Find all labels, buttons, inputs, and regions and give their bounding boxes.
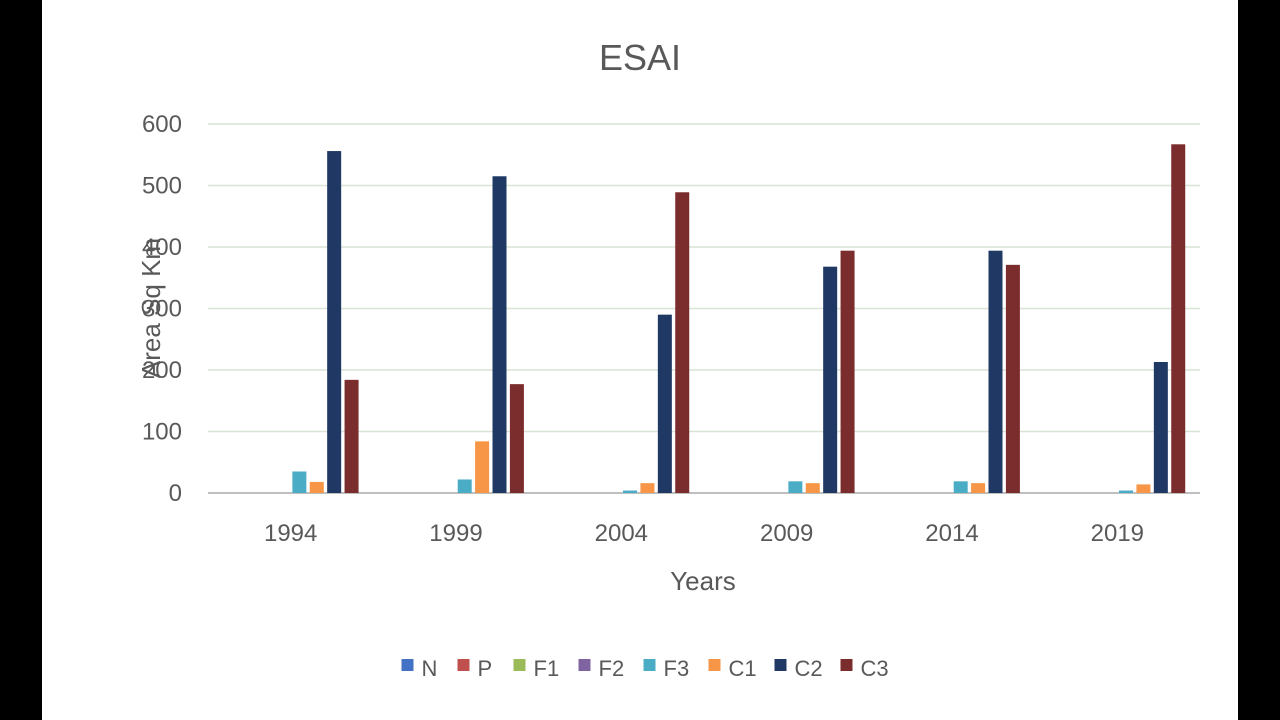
bars	[292, 144, 1186, 494]
y-axis-title: Area Sq Km	[136, 238, 166, 378]
bar-c1-1999	[475, 441, 490, 493]
bar-f3-1999	[457, 479, 472, 493]
legend-label-c2: C2	[795, 656, 823, 681]
legend-swatch-f1	[513, 659, 526, 671]
x-tick-label: 2004	[595, 520, 648, 547]
x-tick-label: 1999	[429, 520, 482, 547]
bar-c3-1999	[509, 384, 524, 493]
x-tick-label: 2014	[925, 520, 978, 547]
x-tick-label: 1994	[264, 520, 317, 547]
bar-c2-2004	[657, 314, 672, 493]
x-axis-title: Years	[670, 566, 736, 596]
y-tick-label: 400	[142, 234, 182, 261]
legend-swatch-c2	[774, 659, 787, 671]
bar-f3-2014	[953, 481, 968, 493]
bar-c1-2009	[805, 483, 820, 493]
bar-c2-2019	[1153, 362, 1168, 493]
legend: N P F1 F2 F3 C1 C2 C3	[401, 656, 889, 681]
bar-c2-1994	[327, 151, 342, 493]
bar-c3-2014	[1005, 264, 1020, 493]
chart-panel: ESAI 0 100 200 300 400 500 600 1994 1999 2004 200…	[42, 0, 1238, 720]
y-tick-label: 500	[142, 173, 182, 200]
x-axis-ticks: 1994 1999 2004 2009 2014 2019	[264, 520, 1144, 547]
legend-swatch-p	[457, 659, 470, 671]
bar-c1-1994	[309, 481, 324, 493]
esai-bar-chart: ESAI 0 100 200 300 400 500 600 1994 1999 2004 200…	[136, 37, 1200, 681]
legend-label-f2: F2	[599, 656, 625, 681]
legend-swatch-c3	[840, 659, 853, 671]
bar-c2-2009	[823, 266, 838, 493]
bar-f3-2004	[623, 490, 638, 493]
bar-c3-2009	[840, 250, 855, 493]
bar-f3-2019	[1119, 490, 1134, 493]
legend-label-n: N	[422, 656, 438, 681]
legend-swatch-f2	[578, 659, 591, 671]
legend-swatch-n	[401, 659, 414, 671]
y-tick-label: 300	[142, 296, 182, 323]
y-axis-ticks: 0 100 200 300 400 500 600	[142, 111, 182, 507]
legend-label-p: P	[478, 656, 493, 681]
y-tick-label: 0	[169, 480, 182, 507]
bar-f3-1994	[292, 471, 307, 493]
bar-c3-2004	[675, 192, 690, 493]
y-tick-label: 600	[142, 111, 182, 138]
legend-label-c3: C3	[861, 656, 889, 681]
x-tick-label: 2009	[760, 520, 813, 547]
gridlines	[208, 123, 1200, 494]
chart-title: ESAI	[599, 37, 681, 78]
legend-swatch-f3	[643, 659, 656, 671]
bar-f3-2009	[788, 481, 803, 493]
legend-label-f1: F1	[534, 656, 560, 681]
bar-c3-1994	[344, 379, 359, 493]
x-tick-label: 2019	[1091, 520, 1144, 547]
y-tick-label: 100	[142, 419, 182, 446]
bar-c1-2019	[1136, 484, 1151, 493]
legend-label-c1: C1	[729, 656, 757, 681]
legend-swatch-c1	[708, 659, 721, 671]
bar-c2-2014	[988, 250, 1003, 493]
bar-c3-2019	[1171, 144, 1186, 494]
legend-label-f3: F3	[664, 656, 690, 681]
bar-c1-2004	[640, 483, 655, 493]
bar-c1-2014	[971, 483, 986, 493]
bar-c2-1999	[492, 176, 507, 493]
y-tick-label: 200	[142, 357, 182, 384]
